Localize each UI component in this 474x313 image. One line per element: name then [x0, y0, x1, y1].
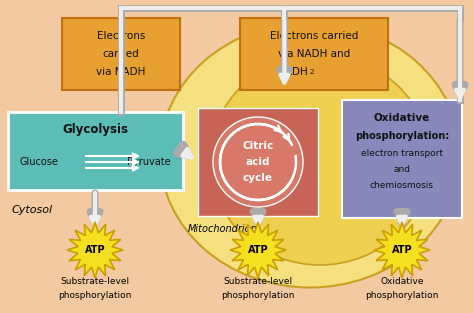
- FancyBboxPatch shape: [62, 18, 180, 90]
- Text: $_2$: $_2$: [309, 67, 315, 77]
- Polygon shape: [67, 222, 123, 278]
- Text: Glucose: Glucose: [20, 157, 59, 167]
- Ellipse shape: [213, 117, 303, 207]
- Text: via NADH and: via NADH and: [278, 49, 350, 59]
- FancyBboxPatch shape: [198, 108, 318, 216]
- Polygon shape: [230, 222, 286, 278]
- Text: and: and: [393, 166, 410, 175]
- Text: via NADH: via NADH: [96, 67, 146, 77]
- Text: ATP: ATP: [85, 245, 105, 255]
- Text: cycle: cycle: [243, 173, 273, 183]
- Text: ATP: ATP: [392, 245, 412, 255]
- FancyBboxPatch shape: [342, 100, 462, 218]
- Text: Substrate-level: Substrate-level: [61, 278, 129, 286]
- Text: ATP: ATP: [248, 245, 268, 255]
- Text: acid: acid: [246, 157, 270, 167]
- Text: Substrate-level: Substrate-level: [223, 278, 292, 286]
- Text: phosphorylation: phosphorylation: [365, 290, 439, 300]
- Text: Cytosol: Cytosol: [12, 205, 53, 215]
- Ellipse shape: [210, 55, 430, 265]
- Text: Pyruvate: Pyruvate: [128, 157, 171, 167]
- Text: phosphorylation:: phosphorylation:: [355, 131, 449, 141]
- FancyBboxPatch shape: [240, 18, 388, 90]
- Text: phosphorylation: phosphorylation: [58, 290, 132, 300]
- Text: carried: carried: [103, 49, 139, 59]
- FancyBboxPatch shape: [8, 112, 183, 190]
- Text: chemiosmosis: chemiosmosis: [370, 182, 434, 191]
- Text: FADH: FADH: [280, 67, 308, 77]
- Text: Oxidative: Oxidative: [374, 113, 430, 123]
- Text: Mitochondrion: Mitochondrion: [188, 224, 258, 234]
- Text: Citric: Citric: [242, 141, 273, 151]
- Text: Glycolysis: Glycolysis: [63, 124, 128, 136]
- Ellipse shape: [160, 23, 460, 288]
- Text: Electrons: Electrons: [97, 31, 145, 41]
- Polygon shape: [374, 222, 430, 278]
- Text: electron transport: electron transport: [361, 150, 443, 158]
- Text: phosphorylation: phosphorylation: [221, 290, 295, 300]
- Text: Electrons carried: Electrons carried: [270, 31, 358, 41]
- Text: Oxidative: Oxidative: [380, 278, 424, 286]
